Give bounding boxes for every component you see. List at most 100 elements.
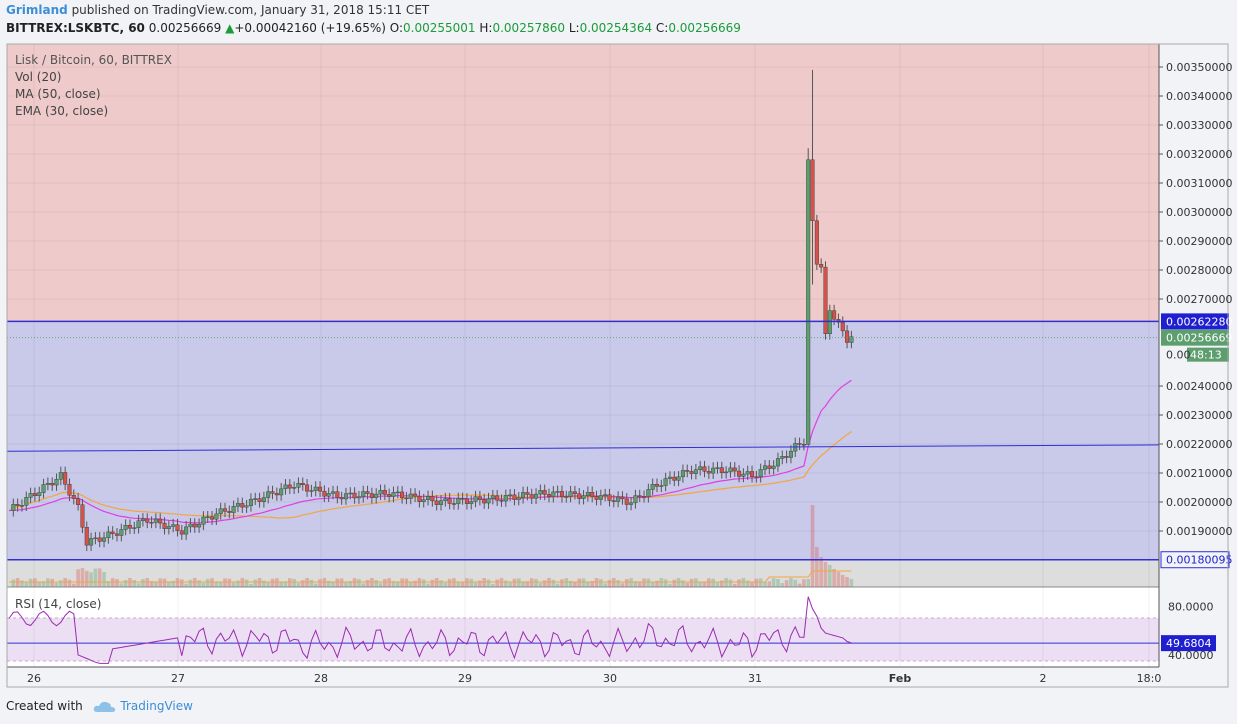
candle-body <box>516 497 521 500</box>
candle-body <box>672 476 677 481</box>
price-tick-label: 0.00230000 <box>1166 409 1232 422</box>
volume-bar <box>244 579 249 587</box>
candle-body <box>464 498 469 504</box>
volume-bar <box>417 578 422 587</box>
candle-body <box>19 505 24 507</box>
volume-bar <box>776 578 780 587</box>
candle-body <box>840 322 845 332</box>
volume-bar <box>391 581 396 587</box>
volume-bar <box>465 578 469 587</box>
volume-bar <box>80 568 85 587</box>
volume-bar <box>568 580 573 587</box>
volume-bar <box>633 581 638 587</box>
published-text: published on TradingView.com, January 31… <box>71 3 430 17</box>
resistance-zone <box>7 44 1159 322</box>
candle-body <box>80 504 85 528</box>
ema-legend[interactable]: EMA (30, close) <box>15 104 109 118</box>
volume-bar <box>344 582 348 587</box>
candle-body <box>32 493 37 496</box>
candle-body <box>819 264 824 268</box>
volume-bar <box>516 578 521 587</box>
volume-bar <box>361 583 366 587</box>
candle-body <box>521 492 526 498</box>
candle-body <box>248 498 253 507</box>
grid <box>7 44 1159 667</box>
candle-body <box>577 493 582 499</box>
volume-bar <box>365 579 370 587</box>
ma-legend[interactable]: MA (50, close) <box>15 87 101 101</box>
volume-bar <box>141 579 145 587</box>
high-label: H: <box>479 21 493 35</box>
volume-bar <box>396 581 400 587</box>
tradingview-logo[interactable]: TradingView <box>120 699 193 713</box>
volume-bar <box>218 581 223 587</box>
price-axis[interactable]: 0.00350000 0.00340000 0.00330000 0.00320000… <box>1159 61 1232 538</box>
level-price-tag <box>1160 551 1230 569</box>
candle-body <box>797 443 802 445</box>
candle-body <box>408 493 413 499</box>
candle-body <box>439 500 444 505</box>
vol-legend[interactable]: Vol (20) <box>15 70 62 84</box>
candle-body <box>421 499 426 502</box>
time-axis[interactable]: 26 27 28 29 30 31 Feb 2 18:0 <box>27 672 1161 685</box>
candle-body <box>642 496 647 498</box>
volume-bar <box>357 579 361 587</box>
volume-bar <box>175 578 180 587</box>
candle-body <box>693 469 698 474</box>
volume-bar <box>707 578 711 587</box>
volume-bar <box>214 581 219 587</box>
candle-body <box>339 497 344 500</box>
rsi-legend[interactable]: RSI (14, close) <box>15 597 102 611</box>
price-tick-label: 0.00350000 <box>1166 61 1232 74</box>
candle-body <box>594 496 599 500</box>
volume-bar <box>59 580 63 587</box>
volume-bar <box>11 579 16 587</box>
volume-bar <box>335 578 340 587</box>
candle-body <box>331 491 336 494</box>
candle-body <box>50 483 55 486</box>
candle-body <box>114 533 119 536</box>
candle-body <box>771 465 776 469</box>
candle-body <box>572 491 577 494</box>
time-tick-label: 2 <box>1040 672 1047 685</box>
volume-bar <box>789 578 793 587</box>
candle-body <box>175 524 180 531</box>
volume-bar <box>145 578 150 587</box>
candle-body <box>214 513 219 520</box>
tradingview-cloud-icon <box>93 701 115 712</box>
candle-body <box>728 467 733 473</box>
candle-body <box>270 491 275 494</box>
candle-body <box>361 491 366 497</box>
volume-bar <box>288 578 292 587</box>
candle-body <box>620 496 625 500</box>
candle-body <box>849 336 854 343</box>
candle-body <box>547 494 552 497</box>
candle-body <box>646 489 651 497</box>
volume-bar <box>400 578 404 587</box>
candle-body <box>24 497 29 506</box>
candle-body <box>110 531 115 534</box>
candle-body <box>568 491 573 497</box>
candle-body <box>166 526 171 529</box>
countdown-prefix-label: 0.00 <box>1166 349 1191 362</box>
volume-bar <box>732 583 737 587</box>
candle-body <box>758 469 763 477</box>
volume-bar <box>201 582 206 587</box>
volume-bar <box>508 582 512 587</box>
candle-body <box>503 495 508 502</box>
candle-body <box>663 478 668 486</box>
volume-bar <box>594 578 599 587</box>
volume-bar <box>46 578 50 587</box>
candle-body <box>655 484 660 487</box>
author-link[interactable]: Grimland <box>6 3 68 17</box>
volume-bar <box>89 572 93 587</box>
candle-body <box>84 527 89 546</box>
candle-body <box>477 496 482 500</box>
candle-body <box>724 471 729 474</box>
candle-body <box>391 492 396 497</box>
volume-bar <box>771 578 776 587</box>
candle-body <box>54 479 59 486</box>
candle-body <box>145 518 150 523</box>
